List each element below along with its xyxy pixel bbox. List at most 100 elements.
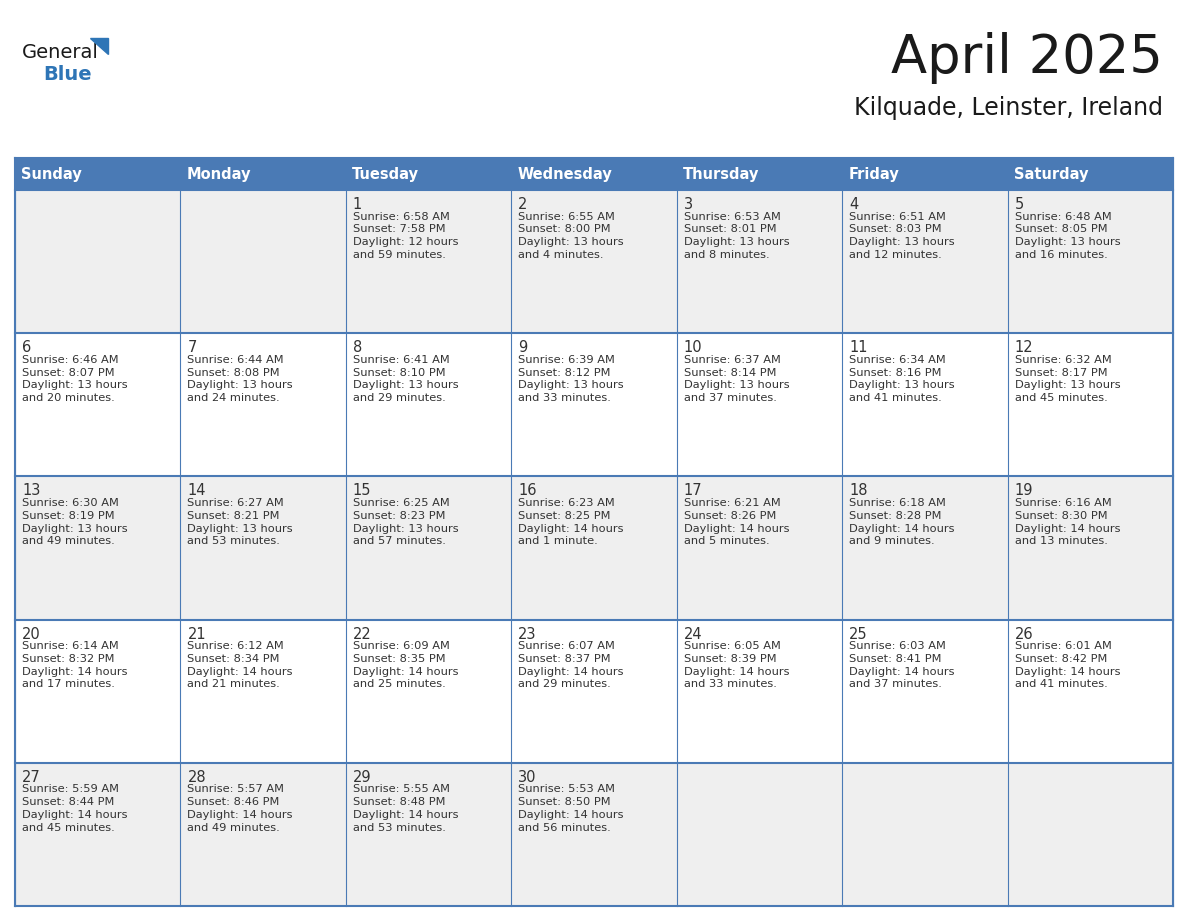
Bar — [181, 333, 346, 476]
Text: 22: 22 — [353, 627, 372, 642]
Bar — [181, 763, 346, 906]
Bar — [181, 476, 346, 620]
Text: 28: 28 — [188, 770, 206, 785]
Text: and 4 minutes.: and 4 minutes. — [518, 250, 604, 260]
Bar — [677, 333, 842, 476]
Text: and 21 minutes.: and 21 minutes. — [188, 679, 280, 689]
Text: Sunset: 8:25 PM: Sunset: 8:25 PM — [518, 510, 611, 521]
Bar — [677, 620, 842, 763]
Bar — [677, 476, 842, 620]
Text: Daylight: 14 hours: Daylight: 14 hours — [849, 666, 955, 677]
Text: 30: 30 — [518, 770, 537, 785]
Text: Wednesday: Wednesday — [517, 166, 612, 182]
Text: and 49 minutes.: and 49 minutes. — [23, 536, 115, 546]
Text: Daylight: 13 hours: Daylight: 13 hours — [188, 523, 293, 533]
Text: Daylight: 14 hours: Daylight: 14 hours — [684, 523, 789, 533]
Text: Sunset: 8:23 PM: Sunset: 8:23 PM — [353, 510, 446, 521]
Text: Sunset: 8:26 PM: Sunset: 8:26 PM — [684, 510, 776, 521]
Text: Daylight: 12 hours: Daylight: 12 hours — [353, 237, 459, 247]
Text: Sunrise: 5:55 AM: Sunrise: 5:55 AM — [353, 785, 450, 794]
Text: and 17 minutes.: and 17 minutes. — [23, 679, 115, 689]
Text: 17: 17 — [684, 484, 702, 498]
Text: Daylight: 14 hours: Daylight: 14 hours — [518, 523, 624, 533]
Text: April 2025: April 2025 — [891, 32, 1163, 84]
Text: and 57 minutes.: and 57 minutes. — [353, 536, 446, 546]
Bar — [15, 476, 181, 620]
Text: 8: 8 — [353, 341, 362, 355]
Text: Sunset: 8:35 PM: Sunset: 8:35 PM — [353, 654, 446, 664]
Text: Sunset: 8:03 PM: Sunset: 8:03 PM — [849, 224, 942, 234]
Text: 1: 1 — [353, 197, 362, 212]
Text: and 33 minutes.: and 33 minutes. — [518, 393, 611, 403]
Text: Kilquade, Leinster, Ireland: Kilquade, Leinster, Ireland — [854, 96, 1163, 120]
Text: Sunset: 8:44 PM: Sunset: 8:44 PM — [23, 797, 114, 807]
Text: Sunset: 8:19 PM: Sunset: 8:19 PM — [23, 510, 114, 521]
Text: Sunset: 8:41 PM: Sunset: 8:41 PM — [849, 654, 942, 664]
Text: Sunrise: 6:07 AM: Sunrise: 6:07 AM — [518, 642, 615, 651]
Text: Daylight: 14 hours: Daylight: 14 hours — [518, 810, 624, 820]
Text: and 59 minutes.: and 59 minutes. — [353, 250, 446, 260]
Text: Sunset: 8:07 PM: Sunset: 8:07 PM — [23, 367, 114, 377]
Text: 10: 10 — [684, 341, 702, 355]
Text: Sunset: 7:58 PM: Sunset: 7:58 PM — [353, 224, 446, 234]
Text: Sunrise: 5:57 AM: Sunrise: 5:57 AM — [188, 785, 284, 794]
Text: Monday: Monday — [187, 166, 251, 182]
Text: Sunrise: 6:37 AM: Sunrise: 6:37 AM — [684, 355, 781, 364]
Bar — [677, 190, 842, 333]
Text: Sunrise: 6:55 AM: Sunrise: 6:55 AM — [518, 212, 615, 222]
Text: and 53 minutes.: and 53 minutes. — [353, 823, 446, 833]
Text: 21: 21 — [188, 627, 206, 642]
Text: 26: 26 — [1015, 627, 1034, 642]
Text: Friday: Friday — [848, 166, 899, 182]
Text: and 20 minutes.: and 20 minutes. — [23, 393, 115, 403]
Bar — [511, 333, 677, 476]
Text: 23: 23 — [518, 627, 537, 642]
Text: Sunrise: 6:48 AM: Sunrise: 6:48 AM — [1015, 212, 1111, 222]
Bar — [511, 476, 677, 620]
Text: Sunrise: 6:30 AM: Sunrise: 6:30 AM — [23, 498, 119, 508]
Bar — [181, 620, 346, 763]
Text: Sunrise: 6:34 AM: Sunrise: 6:34 AM — [849, 355, 946, 364]
Text: and 45 minutes.: and 45 minutes. — [23, 823, 115, 833]
Text: 6: 6 — [23, 341, 31, 355]
Text: and 37 minutes.: and 37 minutes. — [849, 679, 942, 689]
Text: Daylight: 14 hours: Daylight: 14 hours — [353, 810, 459, 820]
Text: Sunset: 8:48 PM: Sunset: 8:48 PM — [353, 797, 446, 807]
Bar — [15, 190, 181, 333]
Text: 24: 24 — [684, 627, 702, 642]
Text: Daylight: 14 hours: Daylight: 14 hours — [684, 666, 789, 677]
Text: Daylight: 13 hours: Daylight: 13 hours — [849, 237, 955, 247]
Text: Blue: Blue — [44, 64, 93, 84]
Bar — [346, 763, 511, 906]
Bar — [346, 190, 511, 333]
Text: Sunrise: 6:01 AM: Sunrise: 6:01 AM — [1015, 642, 1112, 651]
Text: Sunrise: 6:44 AM: Sunrise: 6:44 AM — [188, 355, 284, 364]
Bar — [1007, 620, 1173, 763]
Text: Sunset: 8:17 PM: Sunset: 8:17 PM — [1015, 367, 1107, 377]
Text: Sunset: 8:30 PM: Sunset: 8:30 PM — [1015, 510, 1107, 521]
Text: Sunrise: 6:18 AM: Sunrise: 6:18 AM — [849, 498, 946, 508]
Text: 4: 4 — [849, 197, 859, 212]
Text: Daylight: 13 hours: Daylight: 13 hours — [23, 380, 127, 390]
Bar — [1007, 763, 1173, 906]
Text: Saturday: Saturday — [1013, 166, 1088, 182]
Text: Sunrise: 6:27 AM: Sunrise: 6:27 AM — [188, 498, 284, 508]
Text: Sunrise: 6:41 AM: Sunrise: 6:41 AM — [353, 355, 449, 364]
Bar — [346, 620, 511, 763]
Text: Daylight: 14 hours: Daylight: 14 hours — [23, 666, 127, 677]
Text: Sunset: 8:39 PM: Sunset: 8:39 PM — [684, 654, 776, 664]
Text: 13: 13 — [23, 484, 40, 498]
Text: and 1 minute.: and 1 minute. — [518, 536, 598, 546]
Text: Sunrise: 6:23 AM: Sunrise: 6:23 AM — [518, 498, 615, 508]
Text: Daylight: 13 hours: Daylight: 13 hours — [1015, 237, 1120, 247]
Text: Tuesday: Tuesday — [352, 166, 419, 182]
Text: Daylight: 14 hours: Daylight: 14 hours — [23, 810, 127, 820]
Text: Thursday: Thursday — [683, 166, 759, 182]
Text: and 29 minutes.: and 29 minutes. — [353, 393, 446, 403]
Polygon shape — [90, 38, 108, 54]
Bar — [181, 190, 346, 333]
Text: Sunrise: 6:21 AM: Sunrise: 6:21 AM — [684, 498, 781, 508]
Text: Sunset: 8:46 PM: Sunset: 8:46 PM — [188, 797, 280, 807]
Text: Daylight: 14 hours: Daylight: 14 hours — [1015, 523, 1120, 533]
Text: Sunrise: 5:59 AM: Sunrise: 5:59 AM — [23, 785, 119, 794]
